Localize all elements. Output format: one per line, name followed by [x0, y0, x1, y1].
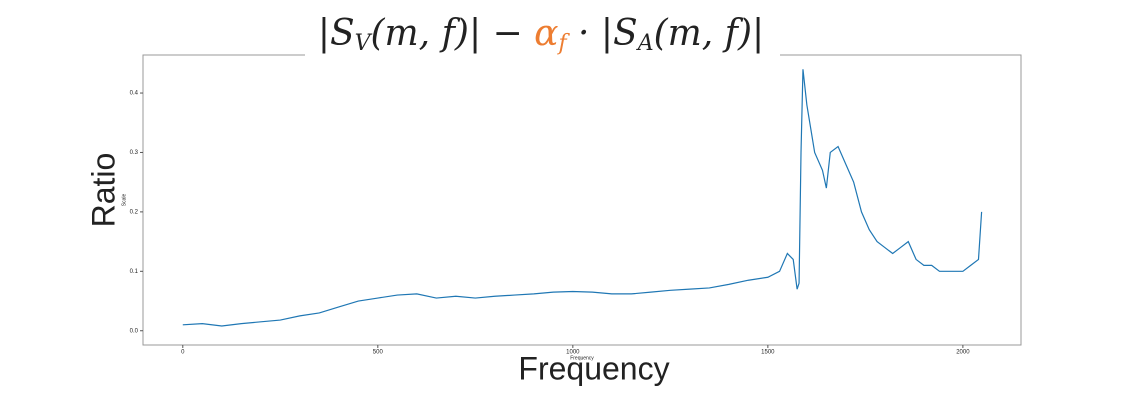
- x-tick-label: 0: [181, 350, 185, 356]
- y-tick-label: 0.0: [130, 328, 139, 334]
- title-backdrop: [305, 10, 780, 65]
- plot-frame: [142, 54, 1022, 346]
- data-line: [182, 69, 983, 327]
- y-tick-label: 0.4: [130, 91, 139, 97]
- chart-title: |SV(m, f)| − αf · |SA(m, f)|: [318, 13, 764, 56]
- x-tick-label: 500: [373, 350, 384, 356]
- y-tick-label: 0.3: [130, 150, 139, 156]
- y-axis-label: Scale: [121, 194, 127, 207]
- y-tick-label: 0.1: [130, 269, 139, 275]
- x-tick-label: 1000: [566, 350, 580, 356]
- title-part: (m, f)|: [654, 13, 765, 54]
- x-tick-label: 2000: [956, 350, 970, 356]
- x-axis-label: Frequency: [570, 355, 594, 361]
- title-part: A: [636, 31, 654, 56]
- title-part: α: [534, 13, 558, 54]
- title-part: (m, f)| −: [371, 13, 535, 54]
- slide-x-label: Frequency: [518, 350, 669, 386]
- title-part: |S: [318, 13, 355, 54]
- title-part: · |S: [567, 13, 638, 54]
- title-part: V: [355, 31, 373, 56]
- x-tick-label: 1500: [761, 350, 775, 356]
- y-tick-label: 0.2: [130, 209, 139, 215]
- slide-y-label: Ratio: [85, 153, 121, 228]
